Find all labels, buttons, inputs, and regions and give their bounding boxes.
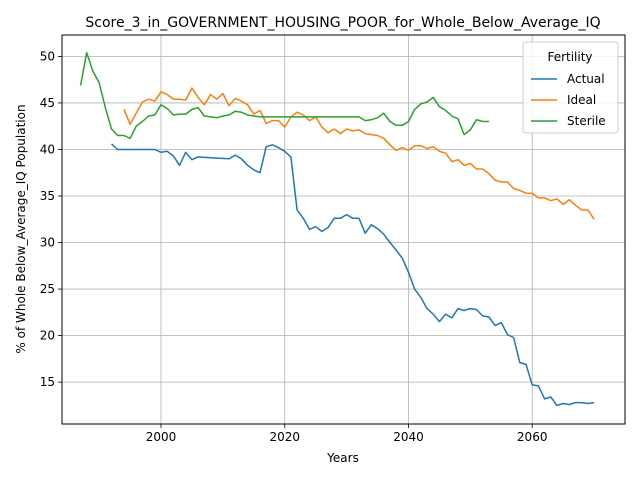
legend-label-sterile: Sterile (567, 114, 606, 128)
legend: Fertility Actual Ideal Sterile (522, 41, 619, 134)
legend-label-ideal: Ideal (567, 93, 596, 107)
series-line-actual (110, 143, 595, 407)
y-tick-label: 40 (40, 142, 55, 156)
x-axis-label: Years (326, 451, 359, 465)
x-tick-label: 2060 (517, 430, 548, 444)
y-tick-label: 30 (40, 236, 55, 250)
x-tick-label: 2020 (269, 430, 300, 444)
y-tick-label: 35 (40, 189, 55, 203)
series-line-ideal (123, 87, 595, 220)
y-tick-label: 15 (40, 375, 55, 389)
y-axis-label: % of Whole Below_Average_IQ Population (14, 104, 28, 353)
series-lines (79, 51, 595, 407)
x-tick-label: 2000 (146, 430, 177, 444)
legend-title: Fertility (547, 50, 592, 64)
y-tick-label: 45 (40, 96, 55, 110)
y-tick-label: 25 (40, 282, 55, 296)
axis-ticks: 2000 2020 2040 2060 15 20 25 30 35 40 45 50 (40, 49, 548, 444)
legend-label-actual: Actual (567, 72, 605, 86)
legend-box (522, 41, 619, 134)
chart-title: Score_3_in_GOVERNMENT_HOUSING_POOR_for_W… (85, 15, 600, 31)
series-line-sterile (79, 51, 489, 140)
y-tick-label: 20 (40, 329, 55, 343)
y-tick-label: 50 (40, 49, 55, 63)
plot-frame (61, 34, 626, 425)
x-tick-label: 2040 (393, 430, 424, 444)
